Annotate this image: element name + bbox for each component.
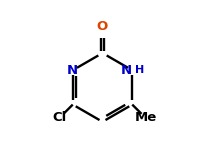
- Text: N: N: [67, 64, 78, 77]
- Text: H: H: [134, 65, 143, 75]
- Text: N: N: [120, 64, 131, 77]
- Text: Cl: Cl: [52, 111, 66, 124]
- Text: Me: Me: [134, 111, 156, 124]
- Text: O: O: [96, 20, 108, 33]
